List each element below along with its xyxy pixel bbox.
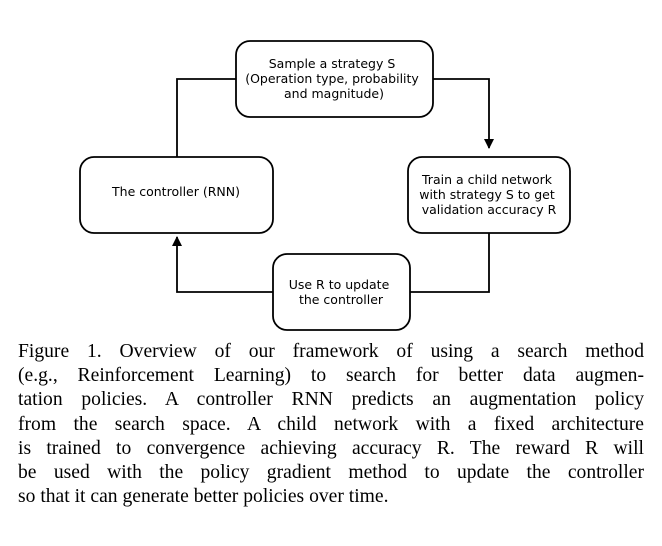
caption-line: (e.g., Reinforcement Learning) to search… <box>18 365 644 387</box>
edge-update-to-controller <box>172 236 273 293</box>
node-update-controller <box>272 253 411 331</box>
caption-line: from the search space. A child network w… <box>18 413 644 435</box>
caption-line: be used with the policy gradient method … <box>18 462 644 484</box>
node-sample-strategy-label: Sample a strategy S (Operation type, pro… <box>245 56 423 101</box>
node-controller-rnn-label: The controller (RNN) <box>111 184 240 199</box>
caption-line: is trained to convergence achieving accu… <box>18 437 644 459</box>
edge-controller-to-sample <box>176 78 236 157</box>
node-update-controller-label: Use R to update the controller <box>289 277 394 307</box>
edge-sample-to-train <box>433 78 494 149</box>
node-train-child-network-label: Train a child network with strategy S to… <box>419 172 559 217</box>
node-train-child-network <box>407 156 571 234</box>
figure-caption: Figure 1. Overview of our framework of u… <box>18 340 644 509</box>
caption-line: so that it can generate better policies … <box>18 486 389 508</box>
caption-line: Figure 1. Overview of our framework of u… <box>18 341 644 362</box>
caption-line: tation policies. A controller RNN predic… <box>18 389 644 411</box>
edge-train-to-update <box>410 233 490 293</box>
framework-diagram: Sample a strategy S (Operation type, pro… <box>79 40 571 331</box>
node-controller-rnn <box>79 156 274 234</box>
node-sample-strategy <box>235 40 434 118</box>
